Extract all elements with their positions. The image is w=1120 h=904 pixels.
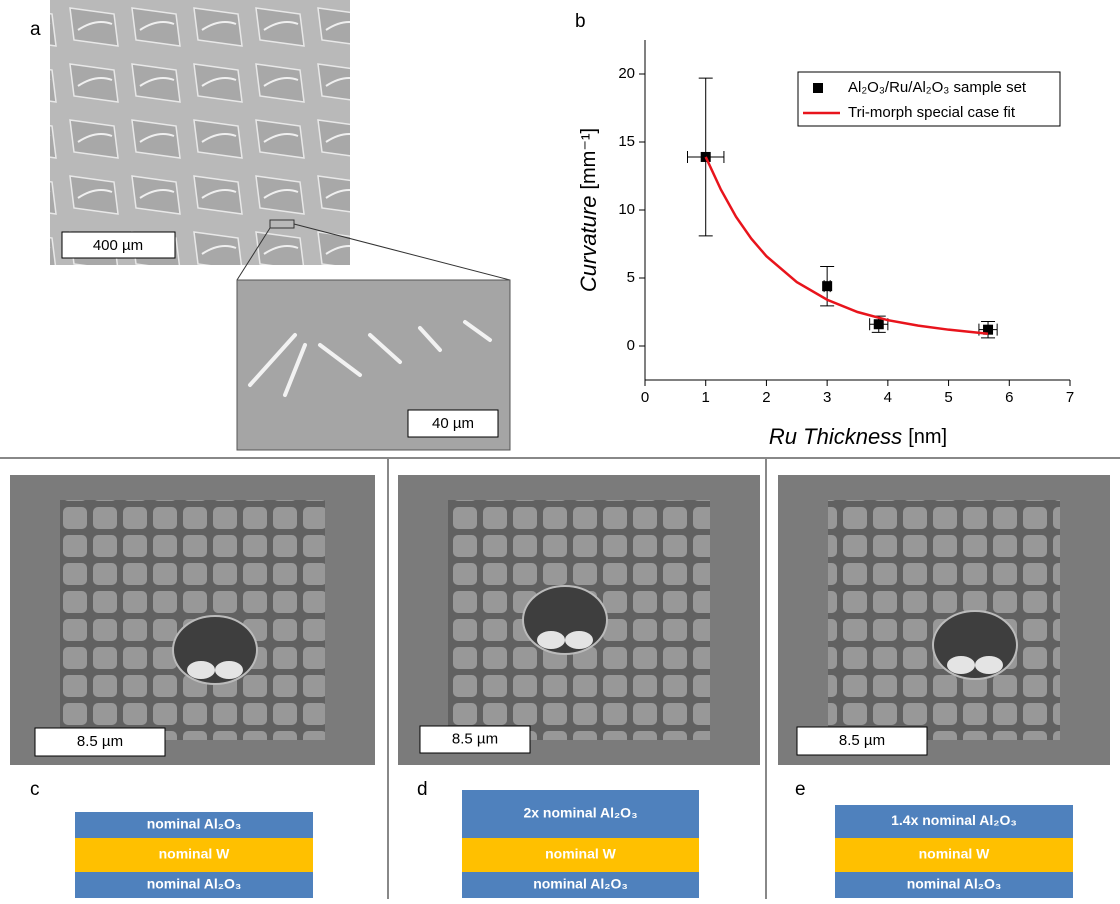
layer-label: nominal W <box>919 846 991 862</box>
sem-flap <box>947 656 975 674</box>
legend-label: Tri-morph special case fit <box>848 104 1016 121</box>
legend-label: Al₂O₃/Ru/Al₂O₃ sample set <box>848 79 1027 96</box>
y-tick-label: 0 <box>627 337 635 354</box>
x-tick-label: 6 <box>1005 389 1013 406</box>
panel-label: a <box>30 19 41 40</box>
x-tick-label: 0 <box>641 389 649 406</box>
x-tick-label: 5 <box>944 389 952 406</box>
scale-bar-label: 8.5 µm <box>77 733 123 750</box>
sem-image <box>50 0 350 265</box>
sem-flap <box>975 656 1003 674</box>
x-axis-unit: [nm] <box>908 426 947 448</box>
x-axis-title: Ru Thickness [nm] <box>769 424 947 449</box>
layer-label: 1.4x nominal Al₂O₃ <box>891 812 1017 828</box>
sem-grid <box>60 500 325 740</box>
scale-bar-label: 400 µm <box>93 237 143 254</box>
layer-label: 2x nominal Al₂O₃ <box>523 805 637 821</box>
layer-label: nominal Al₂O₃ <box>147 816 242 832</box>
x-tick-label: 7 <box>1066 389 1074 406</box>
figure: a 400 µm 40 µm b Curvature [mm⁻¹] Ru Thic… <box>0 0 1120 899</box>
sem-hole <box>173 616 257 684</box>
marker <box>874 319 884 329</box>
sem-flap <box>187 661 215 679</box>
x-axis-label: Ru Thickness <box>769 424 902 449</box>
panel-label: e <box>795 779 806 800</box>
scale-bar-label: 8.5 µm <box>839 732 885 749</box>
y-tick-label: 15 <box>618 133 635 150</box>
layer-label: nominal Al₂O₃ <box>907 876 1002 892</box>
layer-label: nominal W <box>159 846 231 862</box>
y-axis-label: Curvature <box>576 196 601 293</box>
y-tick-label: 5 <box>627 269 635 286</box>
sem-hole <box>933 611 1017 679</box>
fit-line <box>706 157 988 334</box>
marker <box>822 281 832 291</box>
layer-label: nominal Al₂O₃ <box>147 876 242 892</box>
y-tick-label: 20 <box>618 65 635 82</box>
scale-bar-label: 40 µm <box>432 415 474 432</box>
sem-flap <box>215 661 243 679</box>
panel-label: c <box>30 779 40 800</box>
y-tick-label: 10 <box>618 201 635 218</box>
panel-label: b <box>575 11 586 32</box>
layer-label: nominal Al₂O₃ <box>533 876 628 892</box>
sem-flap <box>565 631 593 649</box>
legend-swatch <box>813 83 823 93</box>
x-tick-label: 3 <box>823 389 831 406</box>
lower-panels: 8.5 µm c nominal Al₂O₃ nominal W nominal Al₂… <box>10 475 1110 898</box>
panel-label: d <box>417 779 428 800</box>
x-tick-label: 2 <box>762 389 770 406</box>
sem-hole <box>523 586 607 654</box>
x-tick-label: 4 <box>884 389 892 406</box>
sem-grid <box>828 500 1060 740</box>
y-axis-title: Curvature [mm⁻¹] <box>576 128 601 292</box>
layer-label: nominal W <box>545 846 617 862</box>
scale-bar-label: 8.5 µm <box>452 730 498 747</box>
x-tick-label: 1 <box>702 389 710 406</box>
y-axis-unit: [mm⁻¹] <box>578 128 600 190</box>
sem-flap <box>537 631 565 649</box>
